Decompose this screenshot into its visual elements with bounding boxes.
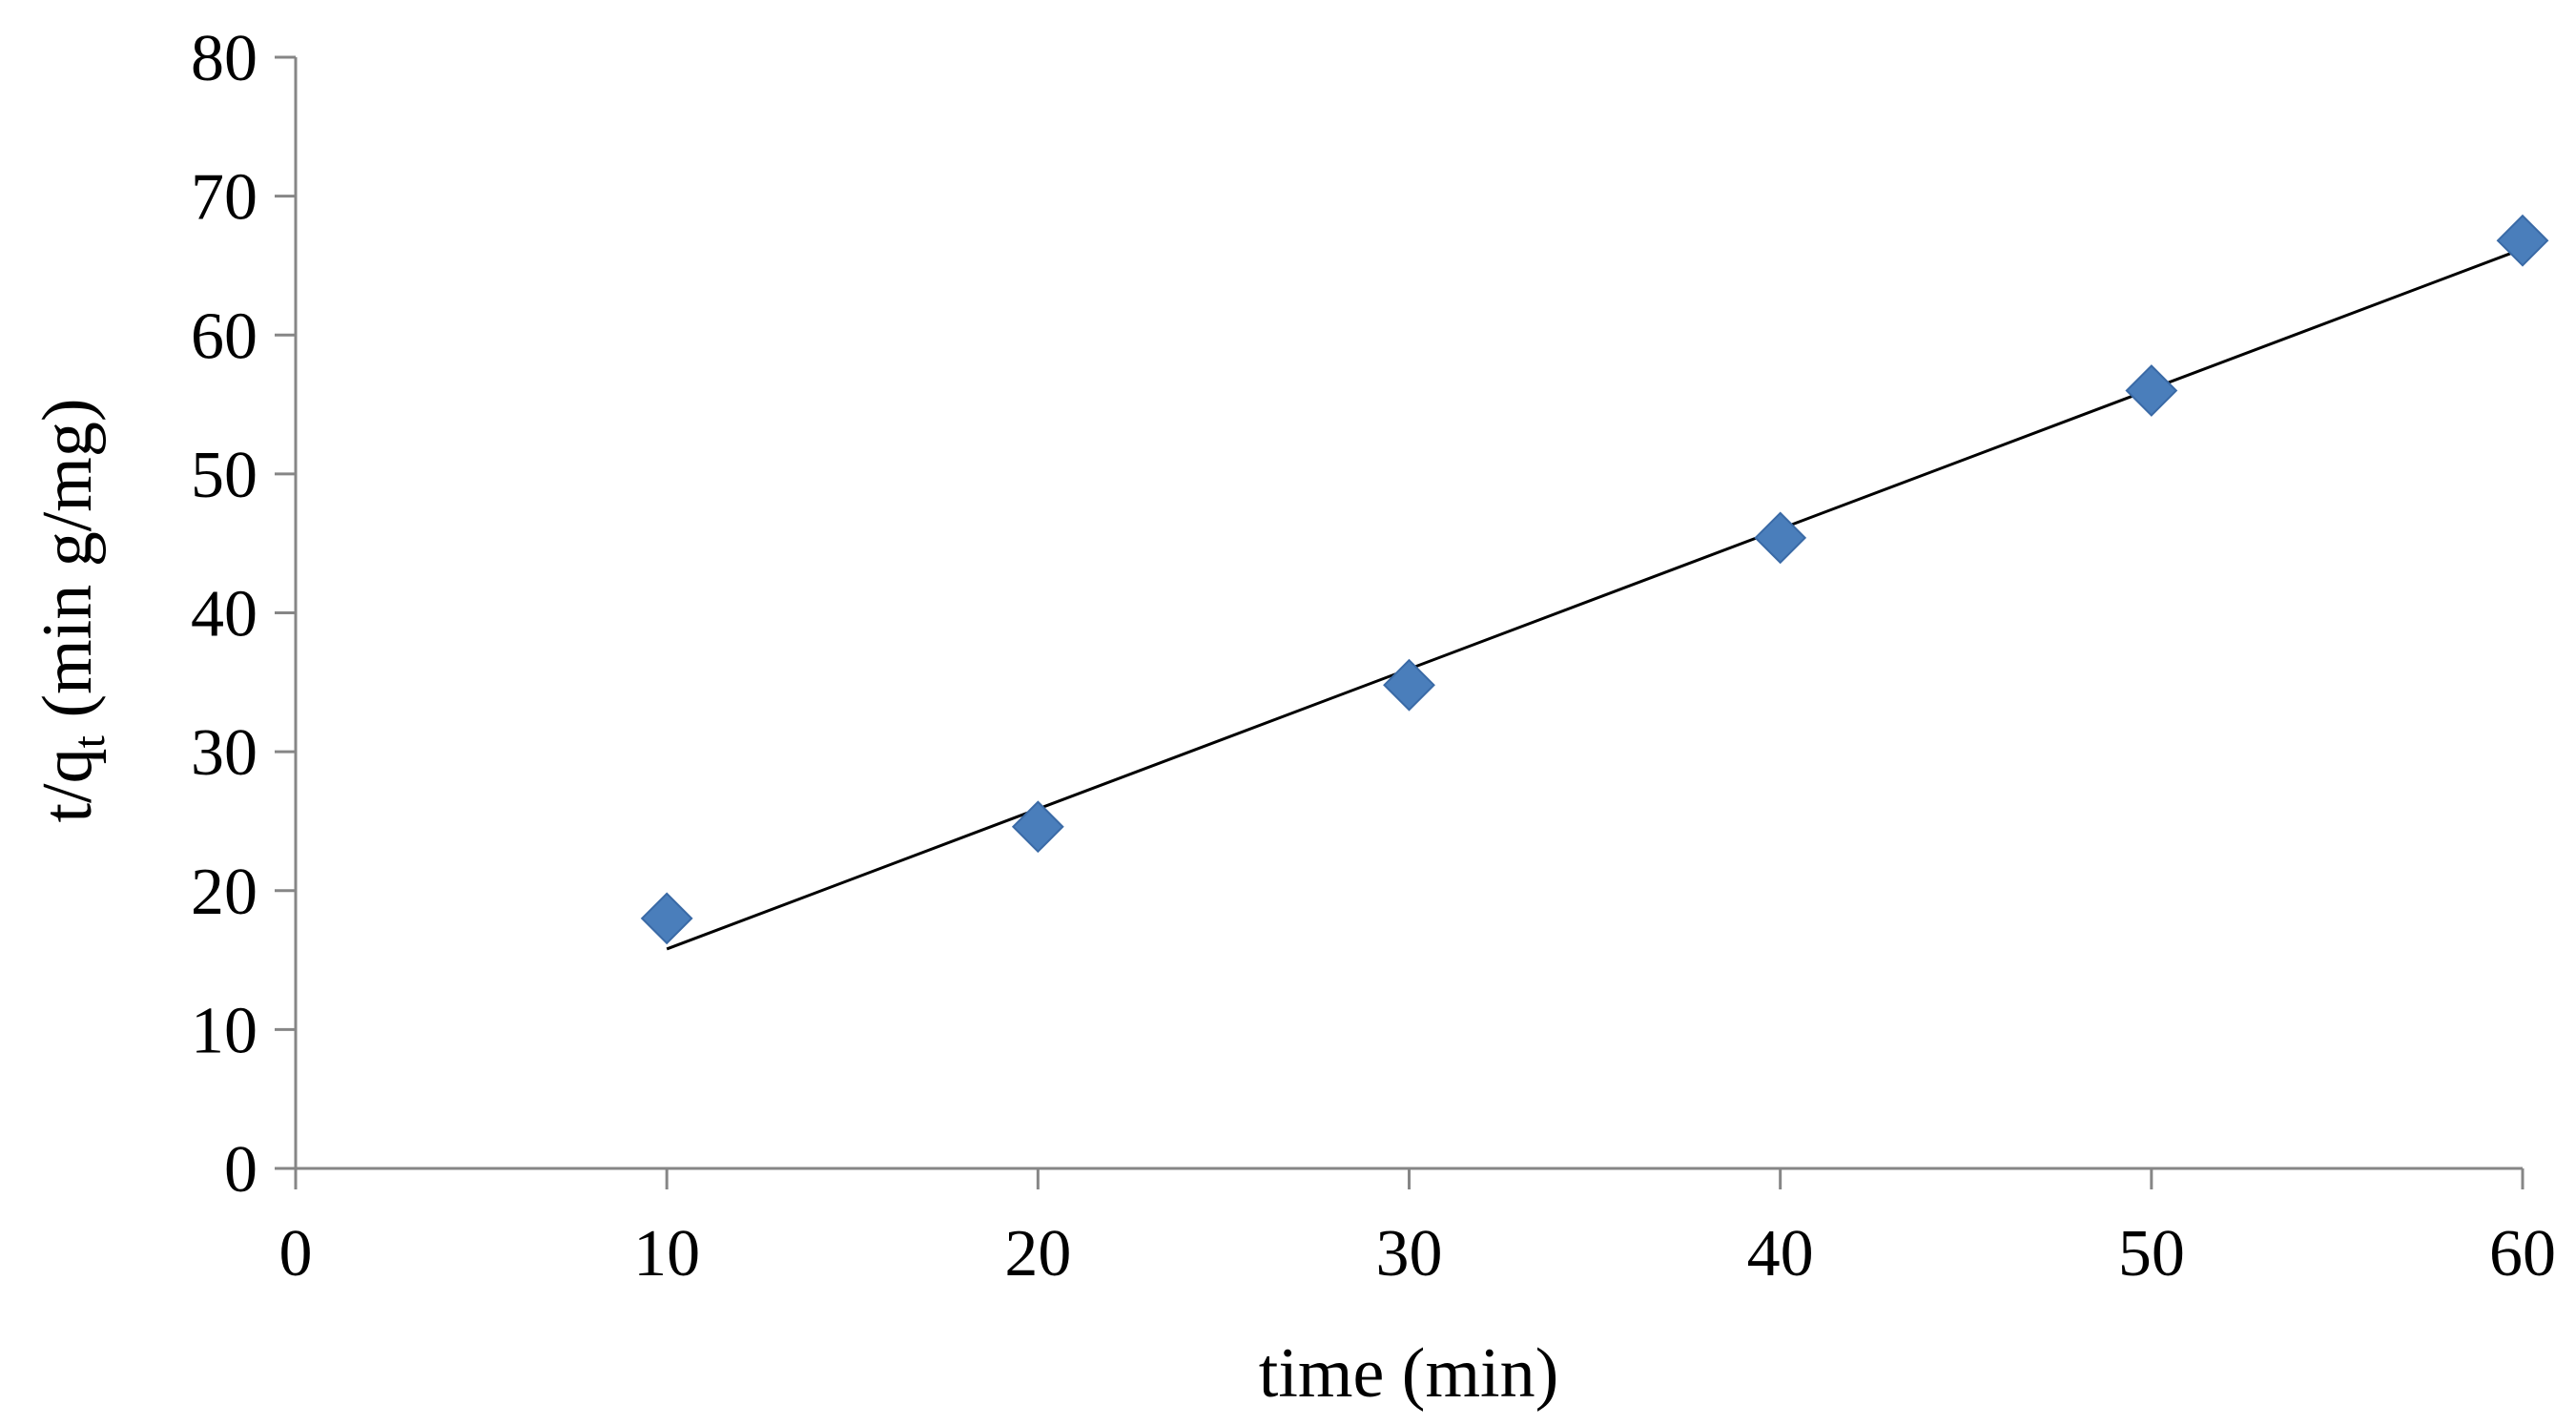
x-tick-label: 30 — [1376, 1217, 1443, 1291]
x-axis-title: time (min) — [1259, 1334, 1558, 1413]
y-tick-label: 10 — [191, 994, 258, 1067]
x-tick-label: 20 — [1004, 1217, 1071, 1291]
data-point — [2496, 214, 2549, 267]
x-tick-label: 40 — [1747, 1217, 1814, 1291]
x-tick-label: 0 — [279, 1217, 313, 1291]
y-tick-label: 30 — [191, 716, 258, 790]
data-points — [640, 214, 2549, 945]
y-tick-label: 20 — [191, 856, 258, 929]
data-point — [640, 892, 693, 945]
x-tick-label: 50 — [2118, 1217, 2185, 1291]
trendline-group — [666, 247, 2524, 951]
y-tick-label: 50 — [191, 439, 258, 512]
data-point — [1383, 658, 1435, 712]
y-axis-title-suffix: (min g/mg) — [29, 399, 107, 736]
y-ticks: 0 10 20 30 40 50 60 70 80 — [191, 22, 296, 1207]
y-tick-label: 70 — [191, 161, 258, 235]
data-point — [2125, 364, 2178, 417]
data-point — [1011, 800, 1064, 854]
x-tick-label: 60 — [2489, 1217, 2556, 1291]
y-tick-label: 0 — [224, 1133, 258, 1207]
y-tick-label: 60 — [191, 299, 258, 373]
data-point — [1754, 511, 1807, 565]
axes — [294, 57, 2523, 1170]
x-tick-label: 10 — [633, 1217, 700, 1291]
y-tick-label: 40 — [191, 578, 258, 651]
y-axis-title-prefix: t/q — [29, 748, 107, 822]
trendline — [666, 247, 2524, 951]
y-axis-title-subscript: t — [64, 734, 114, 748]
y-axis-title: t/qt (min g/mg) — [29, 399, 114, 823]
y-tick-label: 80 — [191, 22, 258, 95]
x-ticks: 0 10 20 30 40 50 60 — [279, 1168, 2556, 1291]
